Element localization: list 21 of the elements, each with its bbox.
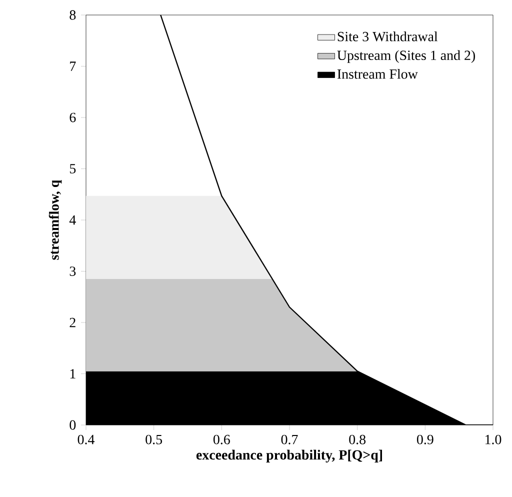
x-tick-label: 0.6 [213,434,230,444]
x-tick-label: 0.5 [146,434,162,444]
y-axis-title: streamflow, q [48,180,62,260]
y-tick-label: 3 [70,266,76,276]
legend-label: Site 3 Withdrawal [338,31,438,42]
y-tick-label: 7 [70,62,76,71]
y-tick-label: 6 [70,112,76,122]
x-axis-title: exceedance probability, P[Q>q] [196,450,382,463]
y-tick-label: 2 [70,318,76,328]
y-tick-label: 8 [70,10,76,20]
x-tick-label: 0.7 [281,434,298,444]
y-tick-label: 4 [69,215,76,225]
x-tick-label: 0.8 [349,434,366,444]
legend-label: Instream Flow [337,68,418,79]
x-tick-label: 0.9 [416,434,434,444]
x-tick-label: 0.4 [78,434,95,444]
legend-label: Upstream (Sites 1 and 2) [337,50,475,63]
x-tick-label: 1.0 [486,434,502,444]
y-tick-label: 1 [70,369,76,378]
y-tick-label: 5 [70,164,76,174]
y-tick-label: 0 [70,420,76,430]
